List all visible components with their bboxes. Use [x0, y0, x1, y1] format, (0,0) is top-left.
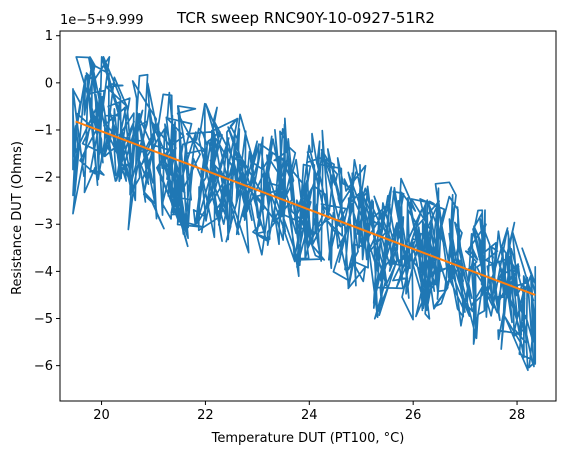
axes-frame [59, 30, 557, 402]
x-tick-label: 26 [405, 408, 422, 423]
x-tick-label: 20 [93, 408, 110, 423]
chart-title: TCR sweep RNC90Y-10-0927-51R2 [176, 9, 435, 27]
series-layer [72, 56, 537, 372]
y-tick-label: −6 [34, 359, 53, 374]
y-tick-label: −4 [34, 265, 53, 280]
y-offset-label: 1e−5+9.999 [60, 13, 144, 28]
y-tick-label: −5 [34, 312, 53, 327]
y-tick-label: −2 [34, 171, 53, 186]
y-tick-label: 0 [45, 76, 53, 91]
x-axis-label: Temperature DUT (PT100, °C) [211, 431, 405, 446]
axes-layer: 20 22 24 26 28 1 0 −1 −2 −3 −4 −5 −6 [34, 29, 557, 423]
y-tick-label: −1 [34, 123, 53, 138]
y-axis-label: Resistance DUT (Ohms) [10, 141, 25, 295]
y-tick-label: 1 [45, 29, 53, 44]
x-tick-label: 24 [301, 408, 318, 423]
y-tick-label: −3 [34, 218, 53, 233]
x-tick-label: 22 [197, 408, 214, 423]
fit-line [75, 120, 536, 296]
x-tick-label: 28 [509, 408, 526, 423]
measurement-line [72, 56, 537, 372]
